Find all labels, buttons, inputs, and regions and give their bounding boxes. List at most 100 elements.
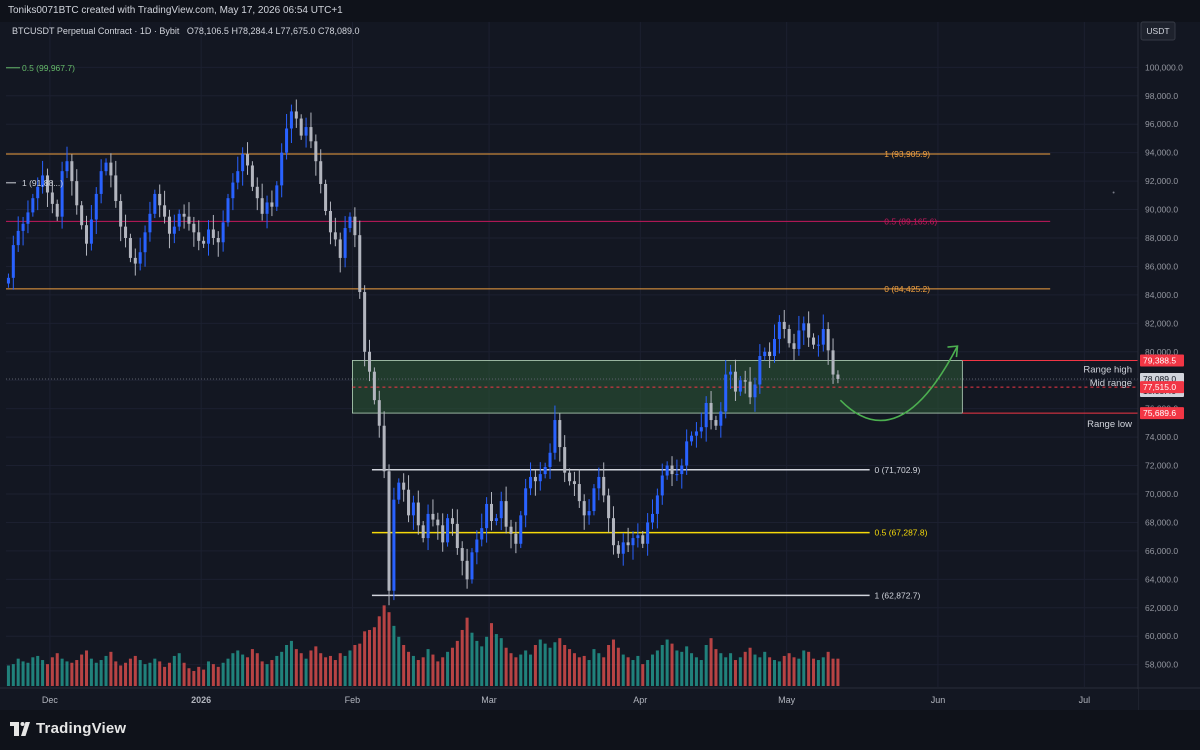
- candle-body: [104, 162, 108, 172]
- candle-body: [358, 235, 362, 293]
- volume-bar: [807, 651, 811, 686]
- candle-body: [485, 503, 489, 529]
- volume-bar: [94, 662, 98, 686]
- projection-arrowhead: [947, 345, 959, 358]
- volume-bar: [719, 653, 723, 686]
- volume-bar: [738, 657, 742, 686]
- volume-bar: [836, 658, 840, 686]
- candle-body: [231, 182, 235, 199]
- range-high-label: Range high: [1083, 364, 1132, 375]
- candle-body: [714, 420, 718, 426]
- volume-bar: [533, 645, 537, 686]
- y-tick-label: 64,000.0: [1145, 574, 1178, 584]
- candle-body: [167, 216, 171, 234]
- volume-bar: [685, 646, 689, 686]
- candle-body: [45, 175, 49, 193]
- volume-bar: [455, 640, 459, 686]
- volume-bar: [294, 649, 298, 686]
- candle-body: [719, 411, 723, 426]
- volume-bar: [299, 653, 303, 686]
- stray-dot: [1112, 191, 1115, 194]
- candle-body: [328, 210, 332, 233]
- volume-bar: [646, 660, 650, 686]
- volume-bar: [333, 660, 337, 686]
- y-tick-label: 92,000.0: [1145, 176, 1178, 186]
- candle-body: [650, 513, 655, 523]
- volume-bar: [255, 653, 259, 686]
- candle-body: [182, 213, 186, 217]
- volume-bar: [260, 661, 264, 686]
- volume-bar: [485, 636, 489, 686]
- volume-bar: [75, 660, 79, 686]
- annotations: 0.5 (99,967.7) 1 (91,88...) Range high Mid …: [6, 63, 1132, 430]
- volume-bar: [343, 655, 347, 686]
- candle-body: [114, 175, 118, 202]
- volume-bar: [250, 649, 254, 686]
- y-tick-label: 96,000.0: [1145, 119, 1178, 129]
- candle-body: [221, 222, 225, 243]
- candle-body: [236, 171, 240, 183]
- volume-bar: [50, 657, 54, 686]
- volume-bar: [70, 662, 74, 686]
- candle-body: [631, 538, 635, 546]
- volume-bar: [55, 653, 59, 686]
- candle-body: [777, 321, 781, 339]
- volume-bar: [494, 634, 498, 686]
- candle-body: [470, 552, 474, 580]
- candle-body: [499, 501, 503, 519]
- volume-bar: [626, 657, 630, 686]
- volume-bar: [592, 649, 596, 686]
- volume-bar: [416, 660, 420, 686]
- volume-bar: [650, 654, 655, 686]
- candle-body: [797, 330, 801, 349]
- volume-bar: [21, 661, 25, 686]
- fib-level-label: 0.5 (89,165.6): [884, 216, 937, 226]
- candle-body: [411, 502, 415, 516]
- volume-bar: [812, 658, 816, 686]
- time-axis[interactable]: [0, 689, 1138, 710]
- volume-bar: [733, 660, 737, 686]
- volume-bar: [748, 647, 752, 686]
- candle-body: [119, 201, 123, 227]
- volume-bar: [158, 661, 162, 686]
- volume-bar: [324, 657, 328, 686]
- projection-arrow: [839, 345, 959, 422]
- candle-body: [241, 154, 245, 172]
- tradingview-logo[interactable]: TradingView: [10, 720, 126, 737]
- candle-body: [709, 402, 713, 421]
- volume-bar: [182, 662, 186, 686]
- price-label-text: 79,388.5: [1143, 355, 1176, 365]
- candle-body: [133, 257, 137, 264]
- volume-bar: [314, 646, 318, 686]
- candle-body: [548, 452, 552, 467]
- volume-bar: [407, 651, 411, 686]
- candle-body: [553, 420, 557, 453]
- candle-body: [280, 152, 284, 186]
- candle-body: [177, 213, 181, 227]
- volume-bar: [138, 660, 142, 686]
- x-tick-label: Dec: [42, 695, 59, 705]
- price-chart[interactable]: 1 (93,905.9) 0.5 (89,165.6) 0 (84,425.2) 0 …: [0, 0, 1200, 710]
- candle-body: [50, 192, 54, 204]
- y-tick-label: 74,000.0: [1145, 432, 1178, 442]
- candle-body: [392, 499, 396, 591]
- volume-bar: [128, 658, 132, 686]
- volume-bar: [16, 658, 20, 686]
- volume-bar: [641, 664, 645, 686]
- candle-body: [607, 495, 611, 519]
- plot-area[interactable]: [0, 22, 1138, 687]
- price-label-text: 78,089.0: [1143, 374, 1176, 384]
- candle-body: [124, 226, 128, 238]
- candle-body: [836, 374, 840, 379]
- candle-body: [397, 482, 401, 500]
- candle-body: [421, 525, 425, 539]
- candle-body: [75, 181, 79, 206]
- candle-body: [338, 239, 342, 258]
- candle-body: [65, 161, 69, 172]
- volume-bar: [558, 638, 562, 686]
- top-fib-label: 0.5 (99,967.7): [22, 63, 75, 73]
- volume-bar: [436, 661, 440, 686]
- volume-bar: [729, 653, 733, 686]
- currency-badge[interactable]: [1140, 21, 1176, 41]
- candle-body: [529, 476, 533, 489]
